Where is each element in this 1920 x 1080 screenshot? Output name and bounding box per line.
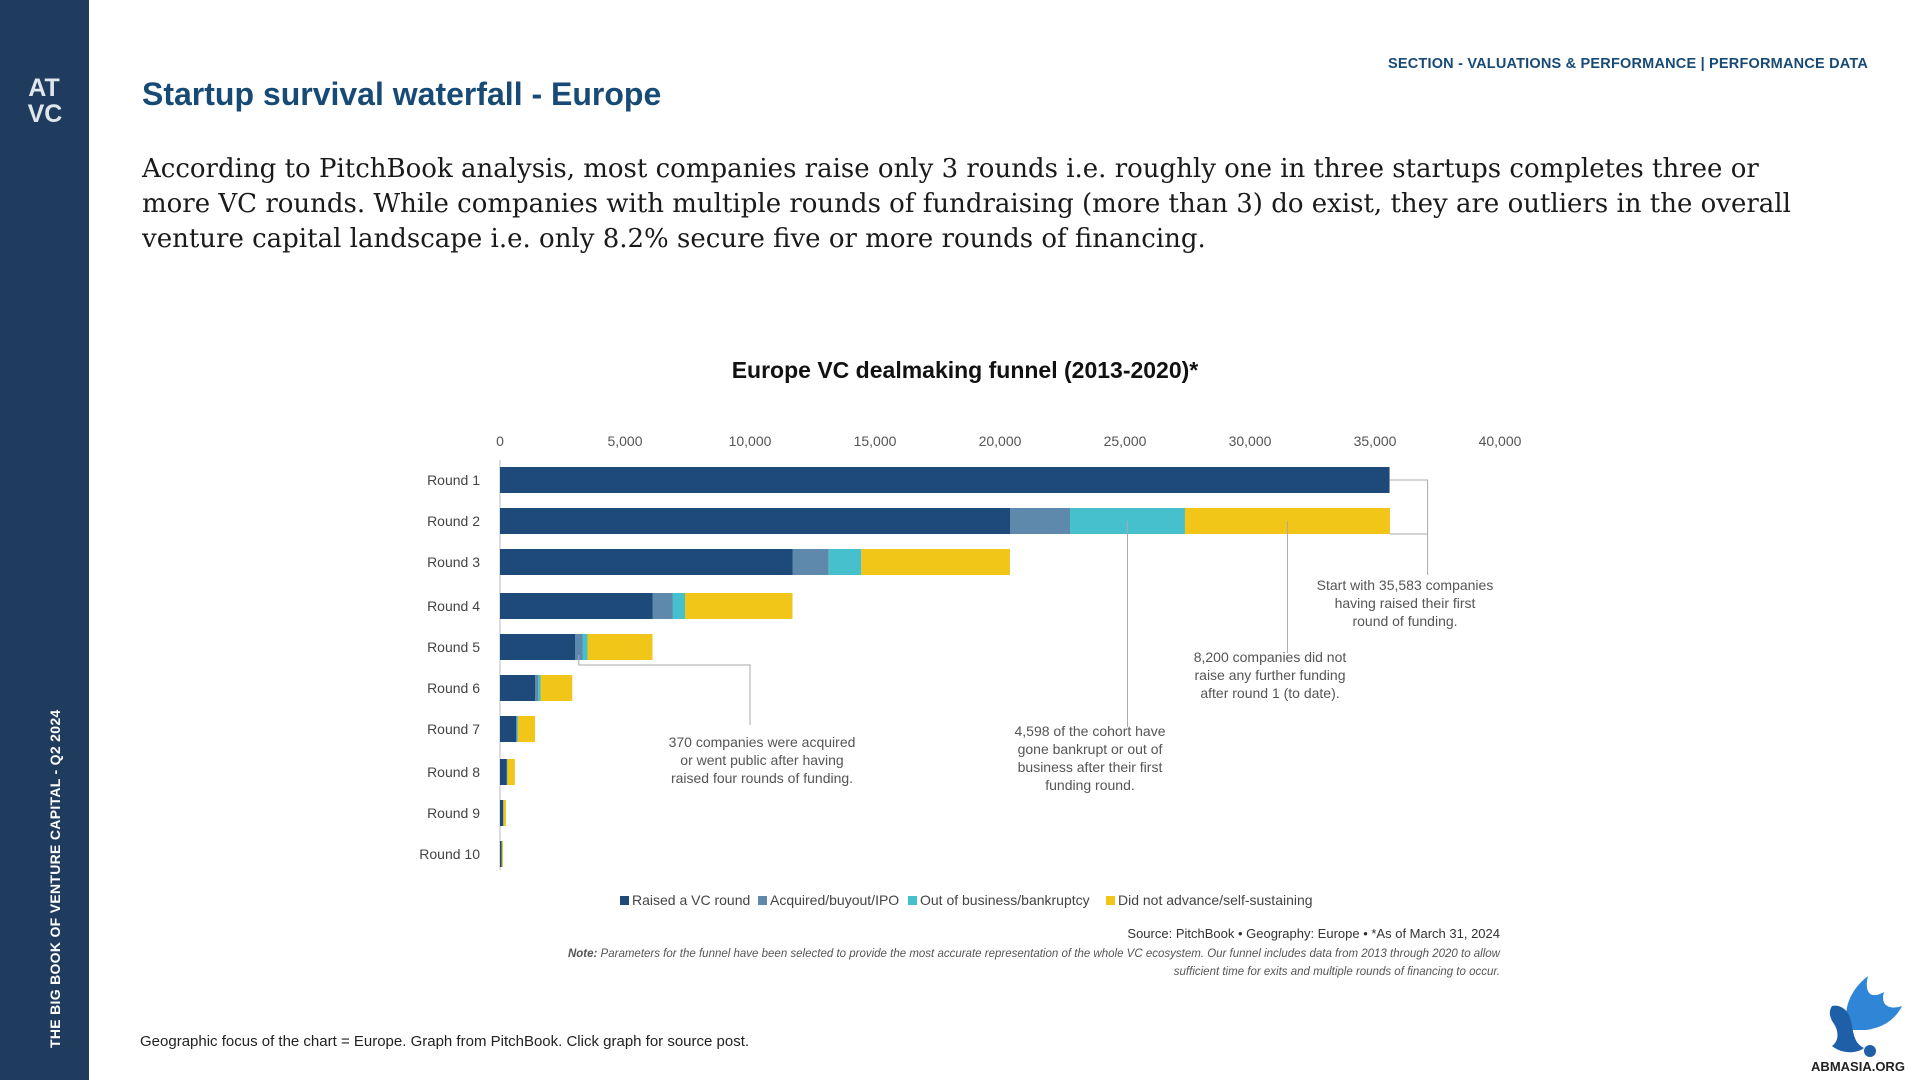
chart-note-label: Note:: [568, 948, 601, 960]
annotation-line: Start with 35,583 companies: [1317, 577, 1494, 593]
y-category-label: Round 4: [427, 598, 480, 614]
logo-text-bottom: VC: [28, 100, 63, 128]
chart-title: Europe VC dealmaking funnel (2013-2020)*: [732, 357, 1199, 383]
intro-paragraph: According to PitchBook analysis, most co…: [142, 154, 1791, 254]
annotation-line: funding round.: [1045, 777, 1135, 793]
y-category-label: Round 2: [427, 513, 480, 529]
bar-segment: [828, 549, 862, 575]
annotation-line: raise any further funding: [1195, 667, 1346, 683]
annotation-text: Start with 35,583 companies having raised…: [1317, 577, 1494, 629]
y-category-label: Round 9: [427, 805, 480, 821]
annotation-line: business after their first: [1018, 759, 1163, 775]
bar-segment: [540, 675, 573, 701]
bar-segment: [500, 841, 502, 867]
x-tick-label: 10,000: [729, 433, 772, 449]
legend-swatch: [1106, 896, 1115, 905]
sidebar: AT VC THE BIG BOOK OF VENTURE CAPITAL - …: [0, 0, 89, 1080]
callout-line: [578, 655, 751, 725]
annotation-line: having raised their first: [1335, 595, 1476, 611]
eagle-body-icon: [1829, 1005, 1864, 1053]
bar-segment: [507, 759, 508, 785]
eagle-wing-icon: [1846, 976, 1902, 1030]
bar-segment: [500, 508, 1010, 534]
y-category-label: Round 3: [427, 554, 480, 570]
callout-line: [1389, 479, 1429, 575]
bar-segment: [503, 800, 506, 826]
legend-label: Out of business/bankruptcy: [920, 892, 1090, 908]
bar-segment: [575, 634, 583, 660]
chart-source: Source: PitchBook • Geography: Europe • …: [1127, 926, 1500, 941]
annotation-text: 8,200 companies did not raise any further…: [1194, 649, 1347, 701]
annotation-line: round of funding.: [1352, 613, 1457, 629]
brand-text: ABMASIA.ORG: [1811, 1059, 1905, 1074]
eagle-logo: ABMASIA.ORG: [1811, 976, 1905, 1074]
bar-segment: [500, 675, 535, 701]
bar-segment: [672, 593, 685, 619]
bar-segment: [861, 549, 1010, 575]
y-category-label: Round 1: [427, 472, 480, 488]
bar-segment: [685, 593, 793, 619]
annotation-line: or went public after having: [680, 752, 843, 768]
bar-segment: [1010, 508, 1070, 534]
y-category-label: Round 7: [427, 721, 480, 737]
x-tick-label: 30,000: [1229, 433, 1272, 449]
bar-segment: [500, 467, 1390, 493]
bar-segment: [506, 759, 507, 785]
y-category-label: Round 10: [419, 846, 480, 862]
annotation-text: 4,598 of the cohort have gone bankrupt or…: [1015, 723, 1166, 793]
section-label: SECTION - VALUATIONS & PERFORMANCE | PER…: [1388, 56, 1868, 72]
bar-segment: [535, 675, 538, 701]
bar-segment: [652, 593, 673, 619]
x-tick-label: 40,000: [1479, 433, 1522, 449]
annotation-line: after round 1 (to date).: [1200, 685, 1339, 701]
eagle-ball-icon: [1864, 1045, 1876, 1057]
atvc-logo: AT VC: [28, 74, 63, 128]
bar-segment: [500, 759, 507, 785]
x-tick-label: 5,000: [607, 433, 642, 449]
x-tick-label: 20,000: [979, 433, 1022, 449]
bar-segment: [500, 593, 653, 619]
annotation-line: gone bankrupt or out of: [1018, 741, 1163, 757]
bar-segment: [582, 634, 588, 660]
bar-segment: [587, 634, 653, 660]
x-tick-label: 35,000: [1354, 433, 1397, 449]
chart-note-line: sufficient time for exits and multiple r…: [1174, 966, 1500, 978]
chart-note-line: Parameters for the funnel have been sele…: [601, 948, 1501, 960]
logo-text-top: AT: [28, 74, 59, 102]
annotation-text: 370 companies were acquired or went publi…: [669, 734, 856, 786]
x-tick-label: 0: [496, 433, 504, 449]
annotation-line: 4,598 of the cohort have: [1015, 723, 1166, 739]
annotation-line: raised four rounds of funding.: [671, 770, 853, 786]
legend-label: Did not advance/self-sustaining: [1118, 892, 1313, 908]
bar-segment: [538, 675, 541, 701]
legend-label: Acquired/buyout/IPO: [770, 892, 899, 908]
y-category-label: Round 6: [427, 680, 480, 696]
bar-segment: [501, 841, 503, 867]
funnel-chart[interactable]: Europe VC dealmaking funnel (2013-2020)*…: [400, 345, 1550, 985]
annotation-line: 8,200 companies did not: [1194, 649, 1347, 665]
legend-label: Raised a VC round: [632, 892, 750, 908]
sidebar-vertical-text: THE BIG BOOK OF VENTURE CAPITAL - Q2 202…: [47, 709, 63, 1049]
page-title: Startup survival waterfall - Europe: [142, 76, 662, 112]
bar-segment: [500, 634, 575, 660]
footer-caption: Geographic focus of the chart = Europe. …: [140, 1033, 750, 1050]
bar-segment: [518, 716, 535, 742]
bar-segment: [507, 759, 515, 785]
legend-swatch: [908, 896, 917, 905]
x-tick-label: 15,000: [854, 433, 897, 449]
annotation-line: 370 companies were acquired: [669, 734, 856, 750]
y-category-label: Round 8: [427, 764, 480, 780]
chart-note: Note: Parameters for the funnel have bee…: [568, 948, 1501, 960]
bar-segment: [500, 716, 517, 742]
bar-segment: [516, 716, 518, 742]
legend-swatch: [758, 896, 767, 905]
y-category-label: Round 5: [427, 639, 480, 655]
bar-segment: [792, 549, 829, 575]
bar-segment: [500, 800, 503, 826]
x-tick-label: 25,000: [1104, 433, 1147, 449]
legend-swatch: [620, 896, 629, 905]
bar-segment: [500, 549, 793, 575]
bar-segment: [517, 716, 518, 742]
